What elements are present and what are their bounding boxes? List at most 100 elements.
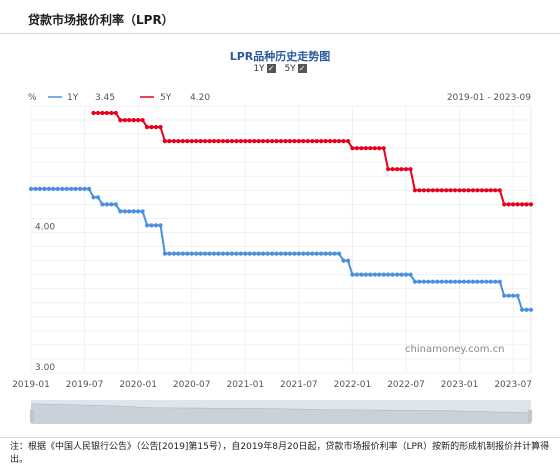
slider-handle-right[interactable] [528, 410, 532, 422]
data-point-1y[interactable] [162, 251, 167, 256]
data-point-1y[interactable] [145, 223, 150, 228]
data-point-5y[interactable] [457, 188, 462, 193]
data-point-5y[interactable] [109, 110, 114, 116]
data-point-1y[interactable] [91, 195, 96, 200]
data-point-1y[interactable] [73, 186, 78, 191]
data-point-1y[interactable] [149, 223, 154, 228]
data-point-5y[interactable] [426, 188, 431, 193]
data-point-1y[interactable] [238, 251, 243, 256]
data-point-1y[interactable] [296, 251, 301, 256]
data-point-5y[interactable] [502, 202, 507, 207]
data-point-5y[interactable] [528, 202, 534, 207]
data-point-1y[interactable] [207, 251, 212, 256]
data-point-5y[interactable] [207, 139, 212, 144]
data-point-5y[interactable] [149, 125, 154, 130]
data-point-1y[interactable] [247, 251, 252, 256]
data-point-5y[interactable] [185, 139, 190, 144]
data-point-1y[interactable] [497, 279, 502, 284]
data-point-1y[interactable] [176, 251, 181, 256]
data-point-1y[interactable] [225, 251, 230, 256]
data-point-5y[interactable] [100, 110, 105, 116]
data-point-1y[interactable] [113, 202, 118, 207]
data-point-1y[interactable] [444, 279, 449, 284]
data-point-1y[interactable] [323, 251, 328, 256]
data-point-5y[interactable] [261, 139, 266, 144]
data-point-5y[interactable] [435, 188, 440, 193]
data-point-5y[interactable] [194, 139, 199, 144]
data-point-1y[interactable] [363, 272, 368, 277]
data-point-1y[interactable] [341, 258, 346, 263]
data-point-5y[interactable] [167, 139, 172, 144]
data-point-1y[interactable] [430, 279, 435, 284]
data-point-1y[interactable] [185, 251, 190, 256]
data-point-1y[interactable] [100, 202, 105, 207]
data-point-5y[interactable] [91, 110, 96, 116]
data-point-5y[interactable] [328, 139, 333, 144]
data-point-1y[interactable] [310, 251, 315, 256]
data-point-1y[interactable] [336, 251, 342, 256]
data-point-1y[interactable] [377, 272, 382, 277]
data-point-5y[interactable] [493, 188, 498, 193]
data-point-1y[interactable] [502, 293, 507, 298]
data-point-5y[interactable] [127, 118, 132, 123]
data-point-1y[interactable] [140, 209, 145, 214]
data-point-5y[interactable] [488, 188, 493, 193]
data-point-1y[interactable] [345, 258, 351, 263]
data-point-1y[interactable] [448, 279, 453, 284]
data-point-1y[interactable] [292, 251, 297, 256]
data-point-1y[interactable] [252, 251, 257, 256]
data-point-1y[interactable] [28, 186, 34, 191]
data-point-1y[interactable] [229, 251, 234, 256]
data-point-5y[interactable] [270, 139, 275, 144]
data-point-1y[interactable] [426, 279, 431, 284]
data-point-1y[interactable] [524, 307, 529, 312]
data-point-5y[interactable] [292, 139, 297, 144]
data-point-1y[interactable] [95, 195, 101, 200]
data-point-1y[interactable] [314, 251, 319, 256]
data-point-5y[interactable] [408, 167, 413, 172]
data-point-5y[interactable] [176, 139, 181, 144]
data-point-5y[interactable] [386, 167, 391, 172]
data-point-5y[interactable] [345, 139, 351, 144]
data-point-1y[interactable] [265, 251, 270, 256]
data-point-1y[interactable] [194, 251, 199, 256]
data-point-1y[interactable] [386, 272, 391, 277]
data-point-5y[interactable] [341, 139, 346, 144]
data-point-1y[interactable] [350, 272, 355, 277]
data-point-5y[interactable] [470, 188, 476, 193]
data-point-5y[interactable] [497, 188, 502, 193]
data-point-1y[interactable] [37, 186, 43, 191]
data-point-1y[interactable] [368, 272, 373, 277]
data-point-5y[interactable] [211, 139, 217, 144]
data-point-5y[interactable] [131, 118, 136, 123]
data-point-5y[interactable] [122, 118, 127, 123]
data-point-1y[interactable] [171, 251, 176, 256]
data-point-1y[interactable] [216, 251, 221, 256]
data-point-5y[interactable] [350, 146, 355, 151]
data-point-1y[interactable] [82, 186, 87, 191]
data-point-1y[interactable] [403, 272, 409, 277]
data-point-1y[interactable] [158, 223, 163, 228]
data-point-5y[interactable] [140, 118, 145, 123]
data-point-1y[interactable] [475, 279, 480, 284]
data-point-5y[interactable] [243, 139, 248, 144]
data-point-1y[interactable] [301, 251, 306, 256]
data-point-1y[interactable] [55, 186, 60, 191]
data-point-5y[interactable] [336, 139, 342, 144]
data-point-5y[interactable] [475, 188, 480, 193]
data-point-5y[interactable] [104, 110, 109, 116]
data-point-5y[interactable] [453, 188, 458, 193]
data-point-5y[interactable] [158, 125, 163, 130]
data-point-1y[interactable] [64, 186, 69, 191]
data-point-5y[interactable] [283, 139, 288, 144]
data-point-1y[interactable] [421, 279, 426, 284]
data-point-5y[interactable] [220, 139, 226, 144]
data-point-1y[interactable] [484, 279, 489, 284]
data-point-1y[interactable] [203, 251, 208, 256]
data-point-1y[interactable] [220, 251, 226, 256]
data-point-1y[interactable] [60, 186, 65, 191]
data-point-5y[interactable] [229, 139, 234, 144]
data-point-1y[interactable] [435, 279, 440, 284]
data-point-1y[interactable] [261, 251, 266, 256]
data-point-1y[interactable] [46, 186, 52, 191]
